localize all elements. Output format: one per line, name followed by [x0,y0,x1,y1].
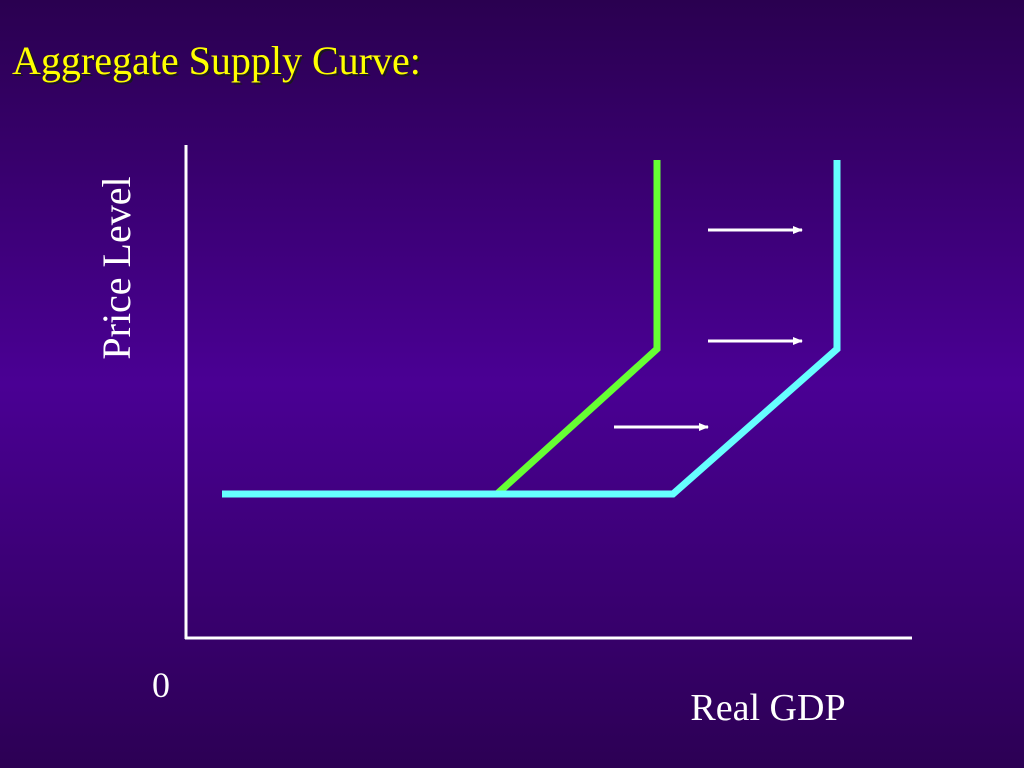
as-curve-shifted [222,160,841,498]
y-axis-label: Price Level [94,176,139,359]
origin-label: 0 [152,665,170,705]
as-curve-initial [494,160,661,497]
title: Aggregate Supply Curve: [12,38,421,83]
title-shadow: Aggregate Supply Curve: [14,40,423,85]
x-axis-label: Real GDP [690,687,845,729]
